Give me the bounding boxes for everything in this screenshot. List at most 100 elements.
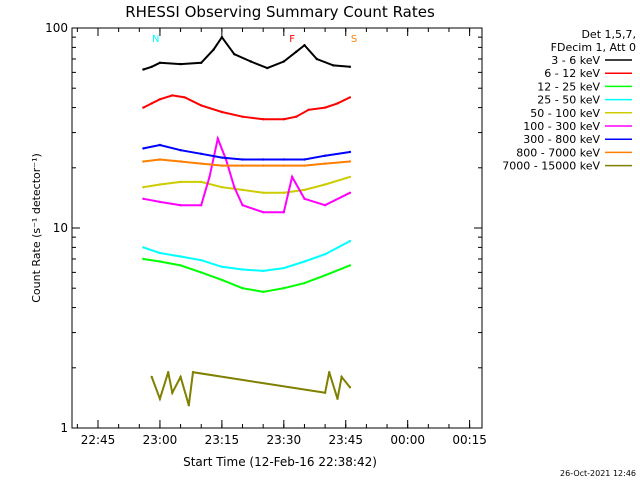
series-5-point xyxy=(323,183,327,186)
legend-header-line: FDecim 1, Att 0 xyxy=(551,41,636,54)
series-7-point xyxy=(323,154,327,157)
series-2-point xyxy=(262,118,265,121)
series-1-point xyxy=(179,62,182,66)
series-line-9 xyxy=(150,371,351,406)
timestamp: 26-Oct-2021 12:46 xyxy=(560,469,636,478)
series-1-point xyxy=(249,60,252,63)
series-5-point xyxy=(262,191,265,194)
series-6-point xyxy=(303,197,306,200)
series-2-point xyxy=(220,110,224,114)
series-5-point xyxy=(142,186,145,189)
series-7-point xyxy=(241,158,244,161)
series-layer xyxy=(142,35,352,407)
series-9-point xyxy=(348,386,352,389)
series-6-point xyxy=(282,211,285,214)
series-1-point xyxy=(282,60,285,63)
series-9-point xyxy=(150,375,153,379)
plot-area: F S N 1 10 100 22:45 23:00 23:15 23:30 23:45 00:0… xyxy=(45,21,487,447)
series-9-point xyxy=(191,371,195,374)
series-4-point xyxy=(142,246,145,249)
series-8-point xyxy=(220,164,224,167)
legend-header-line: Det 1,5,7, xyxy=(581,28,636,41)
series-6-point xyxy=(241,204,244,207)
series-2-point xyxy=(323,106,327,109)
series-8-point xyxy=(323,162,327,165)
series-9-point xyxy=(167,371,170,374)
series-line-4 xyxy=(143,240,351,272)
series-7-point xyxy=(158,143,162,147)
series-9-point xyxy=(340,375,343,379)
legend-entry-label: 25 - 50 keV xyxy=(537,94,600,107)
series-9-point xyxy=(187,404,190,407)
plot-frame xyxy=(71,27,483,429)
series-3-point xyxy=(220,278,224,282)
series-2-point xyxy=(171,94,174,97)
series-2-point xyxy=(142,106,145,109)
flag-label-3: N xyxy=(152,34,159,45)
series-8-point xyxy=(303,164,306,167)
series-4-point xyxy=(220,265,224,268)
series-1-point xyxy=(200,61,203,64)
y-tick-label: 100 xyxy=(45,21,68,35)
y-tick-label: 10 xyxy=(53,221,68,235)
series-6-point xyxy=(158,200,162,204)
series-7-point xyxy=(200,152,203,155)
x-tick-label: 00:15 xyxy=(452,433,487,447)
series-line-2 xyxy=(142,94,351,121)
series-7-point xyxy=(282,158,285,161)
series-1-point xyxy=(142,68,145,71)
series-8-point xyxy=(200,162,203,165)
series-3-point xyxy=(348,264,352,267)
series-2-point xyxy=(158,98,162,101)
series-4-point xyxy=(262,269,265,273)
y-axis-label: Count Rate (s⁻¹ detector⁻¹) xyxy=(30,153,43,303)
series-9-point xyxy=(171,391,174,394)
series-7-point xyxy=(220,156,224,159)
series-2-point xyxy=(150,102,153,105)
series-line-3 xyxy=(143,258,351,293)
series-8-point xyxy=(158,158,162,161)
series-9-point xyxy=(336,397,339,400)
series-6-point xyxy=(233,186,236,189)
series-4-point xyxy=(200,259,203,262)
legend-entry-label: 7000 - 15000 keV xyxy=(502,160,600,173)
x-tick-label: 00:00 xyxy=(390,433,425,447)
series-1-point xyxy=(348,65,352,69)
series-5-point xyxy=(200,180,203,184)
series-4-point xyxy=(179,255,182,258)
series-8-point xyxy=(142,160,145,163)
x-tick-label: 23:45 xyxy=(328,433,363,447)
series-4-point xyxy=(348,239,352,243)
series-4-point xyxy=(282,266,285,270)
series-6-point xyxy=(216,137,219,140)
series-4-point xyxy=(241,268,244,271)
series-4-point xyxy=(303,260,306,263)
series-6-point xyxy=(290,175,294,179)
series-3-point xyxy=(303,281,306,285)
series-7-point xyxy=(179,149,182,152)
series-8-point xyxy=(241,164,244,167)
series-line-7 xyxy=(143,143,351,161)
series-1-point xyxy=(233,53,236,56)
series-6-point xyxy=(142,197,145,200)
series-3-point xyxy=(142,257,145,261)
series-9-point xyxy=(179,375,182,379)
series-3-point xyxy=(323,274,327,277)
series-8-point xyxy=(179,160,182,163)
x-tick-label: 23:30 xyxy=(267,433,302,447)
legend-entry-label: 12 - 25 keV xyxy=(537,80,600,93)
series-line-1 xyxy=(143,35,350,71)
series-9-point xyxy=(158,397,162,400)
series-6-point xyxy=(179,204,182,207)
series-6-point xyxy=(200,204,203,207)
series-2-point xyxy=(183,96,186,99)
series-1-point xyxy=(315,57,318,61)
series-7-point xyxy=(142,147,145,150)
series-5-point xyxy=(303,188,306,192)
x-axis: 22:45 23:00 23:15 23:30 23:45 00:00 00:15 xyxy=(76,28,487,447)
series-5-point xyxy=(241,188,244,192)
chart-title: RHESSI Observing Summary Count Rates xyxy=(125,3,435,21)
series-5-point xyxy=(179,180,182,184)
series-2-point xyxy=(200,104,203,107)
